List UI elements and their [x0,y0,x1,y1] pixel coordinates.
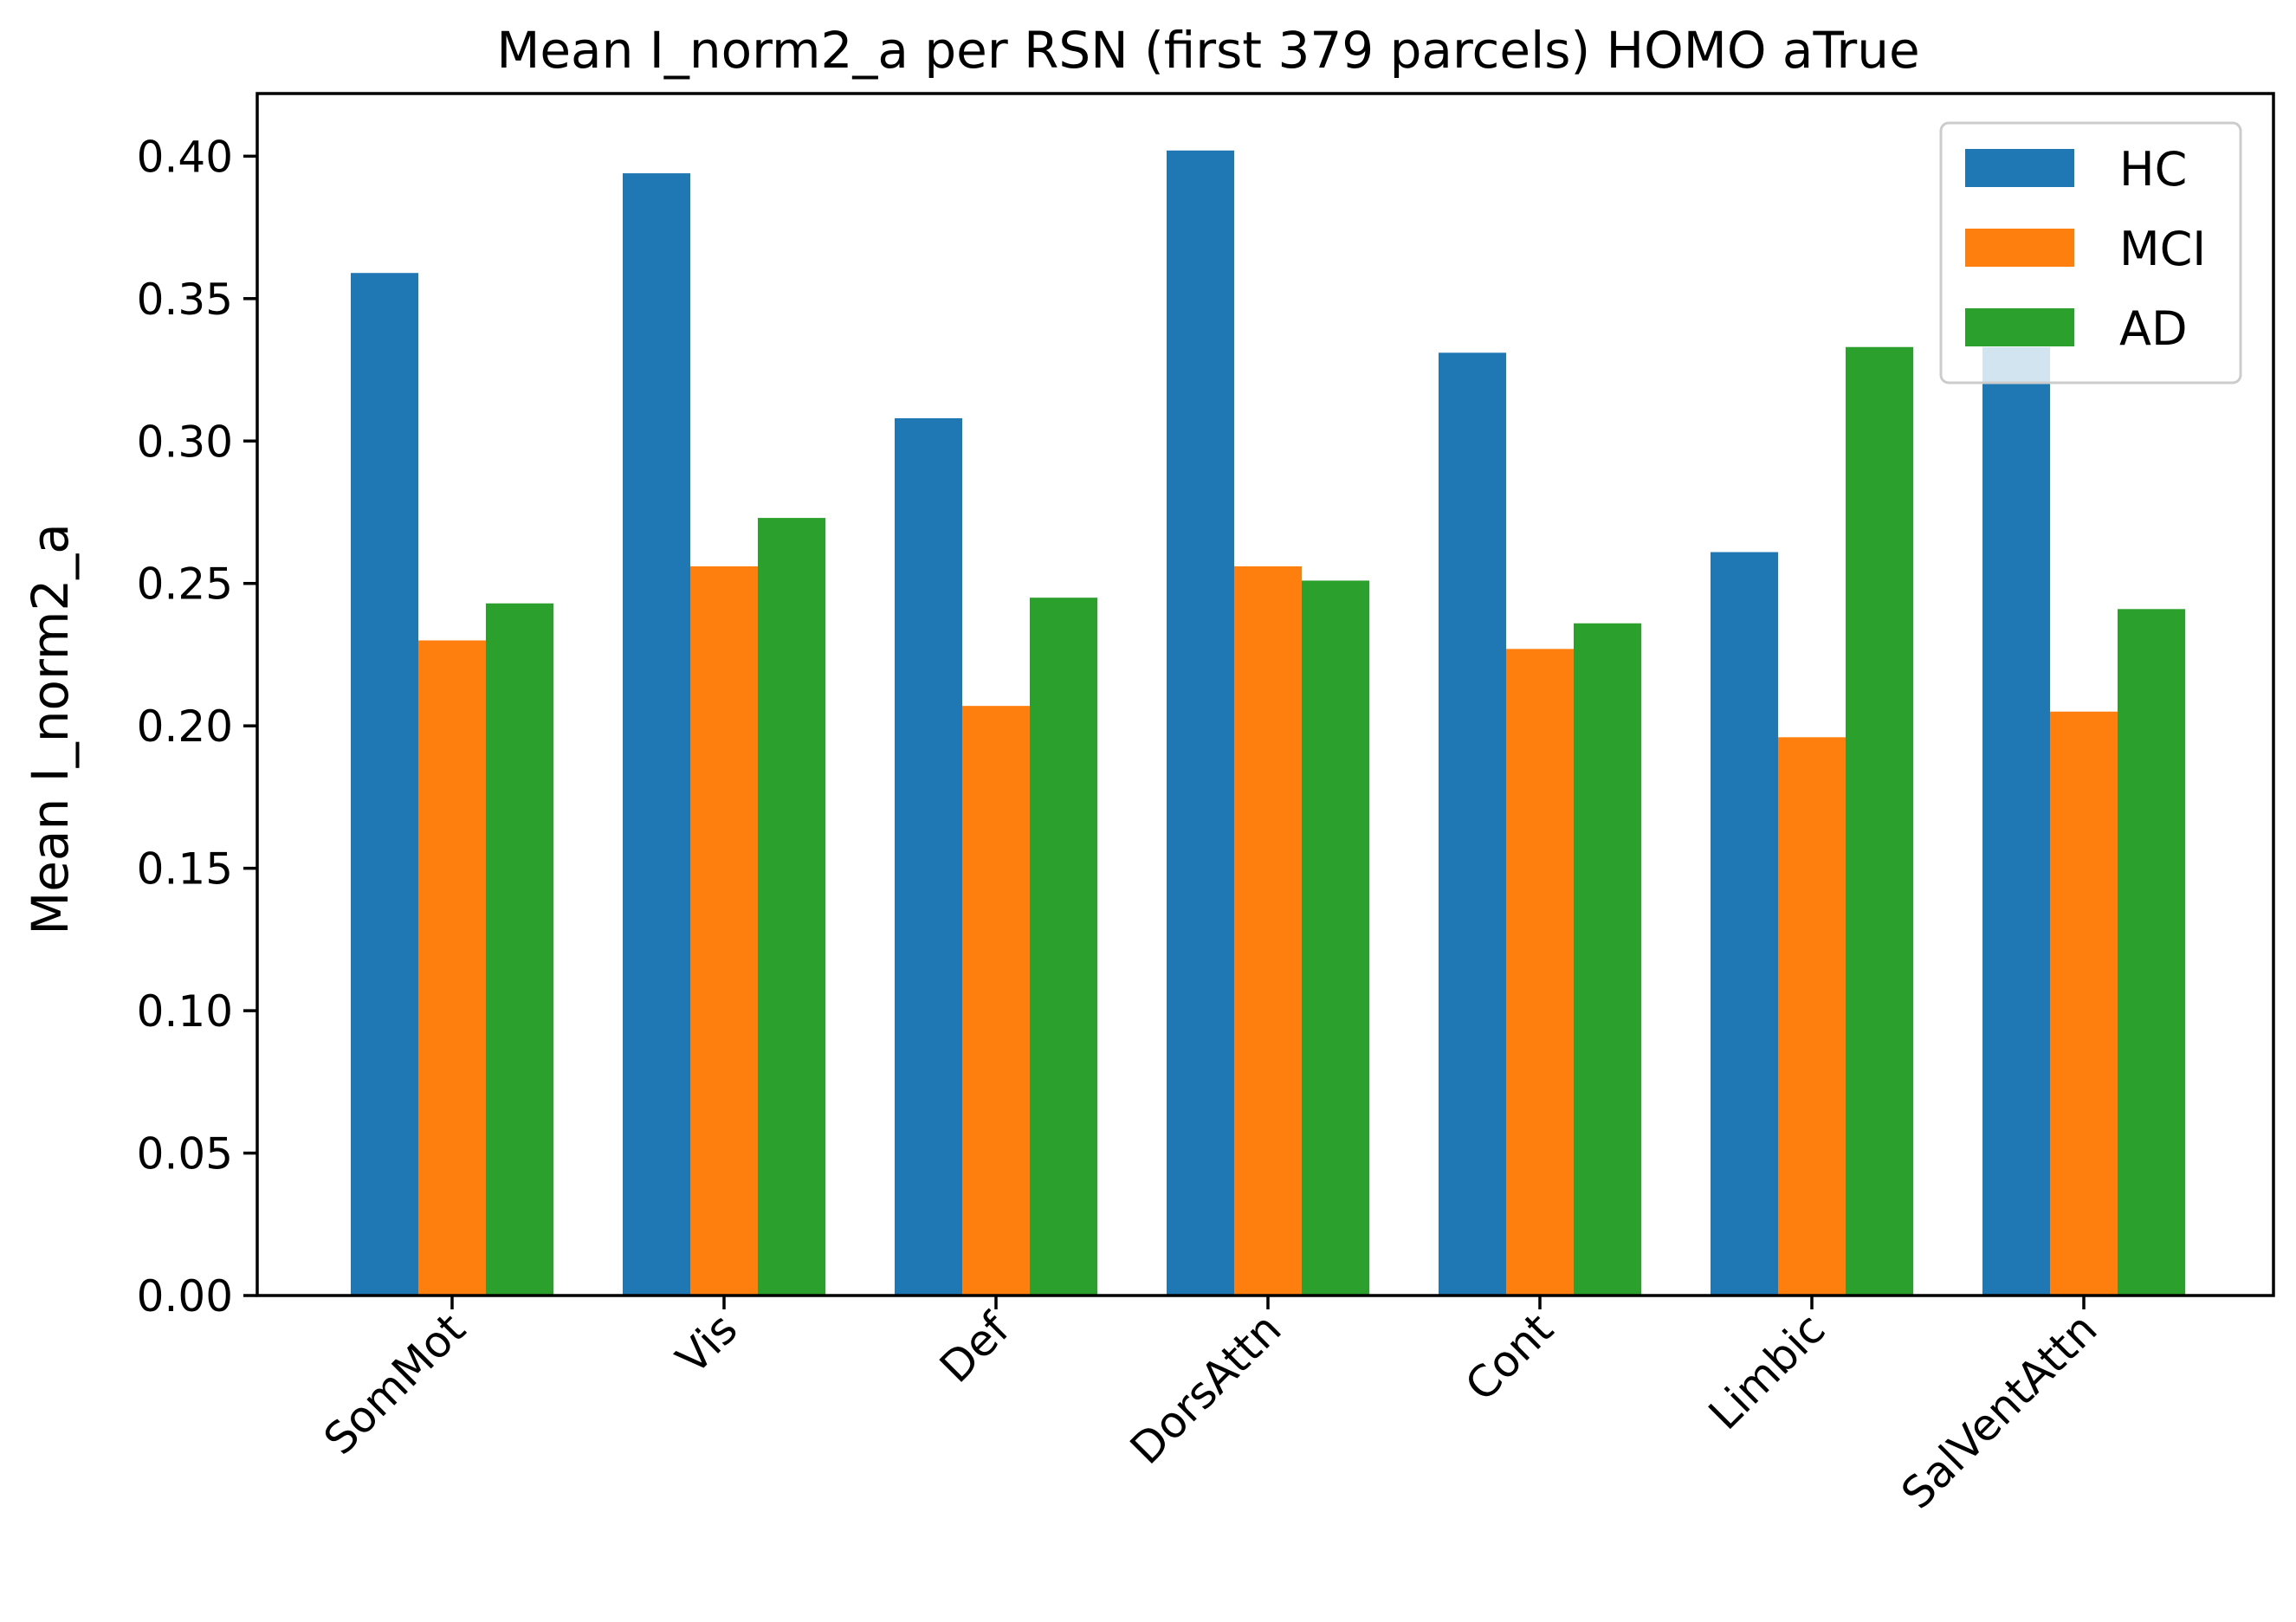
bar-hc-sommot [351,273,418,1296]
bar-hc-salventattn [1982,346,2050,1296]
bar-mci-limbic [1778,737,1846,1296]
bar-hc-vis [623,173,690,1296]
y-tick-label: 0.10 [137,986,233,1037]
bar-ad-sommot [486,603,553,1296]
legend-swatch-hc [1965,149,2074,187]
legend-label-mci: MCI [2119,222,2206,276]
y-tick-label: 0.20 [137,701,233,752]
y-tick-label: 0.15 [137,844,233,895]
bar-ad-limbic [1846,346,1913,1296]
y-axis: 0.00 0.05 0.10 0.15 0.20 0.25 0.30 0.35 0.40 [137,132,257,1322]
plot-frame [255,92,2275,1297]
bar-ad-vis [758,518,825,1296]
x-tick-label-cont: Cont [1456,1303,1563,1411]
y-tick-label: 0.05 [137,1129,233,1179]
y-tick-label: 0.40 [137,132,233,182]
y-tick-label: 0.30 [137,417,233,467]
x-tick-label-vis: Vis [667,1303,747,1384]
x-tick-label-salventattn: SalVentAttn [1892,1303,2106,1518]
bar-mci-def [962,706,1030,1296]
chart-title: Mean I_norm2_a per RSN (first 379 parcel… [496,21,1919,80]
bar-ad-cont [1574,623,1641,1296]
x-tick-label-limbic: Limbic [1699,1303,1835,1439]
y-tick-label: 0.25 [137,559,233,610]
bar-mci-sommot [418,640,486,1296]
bar-mci-salventattn [2050,711,2118,1296]
x-tick-label-def: Def [930,1302,1019,1392]
bar-hc-limbic [1711,552,1778,1296]
bar-mci-dorsattn [1234,565,1302,1296]
bars-group [351,150,2185,1296]
bar-ad-def [1030,598,1097,1296]
legend-swatch-ad [1965,308,2074,346]
bar-hc-dorsattn [1167,150,1234,1296]
x-axis: SomMot Vis Def DorsAttn Cont Limbic SalVentAtt… [314,1296,2106,1519]
bar-mci-vis [690,565,758,1296]
bar-ad-dorsattn [1302,580,1369,1296]
bar-hc-def [895,417,962,1296]
y-axis-label: Mean I_norm2_a [21,523,80,935]
legend-swatch-mci [1965,229,2074,267]
legend-label-ad: AD [2119,301,2188,356]
legend-label-hc: HC [2119,142,2187,197]
y-tick-label: 0.00 [137,1271,233,1322]
x-tick-label-sommot: SomMot [314,1303,475,1464]
bar-ad-salventattn [2118,609,2185,1296]
x-tick-label-dorsattn: DorsAttn [1121,1303,1291,1474]
bar-hc-cont [1439,352,1506,1296]
y-tick-label: 0.35 [137,275,233,325]
bar-mci-cont [1506,649,1574,1296]
legend: HC MCI AD [1939,121,2242,384]
